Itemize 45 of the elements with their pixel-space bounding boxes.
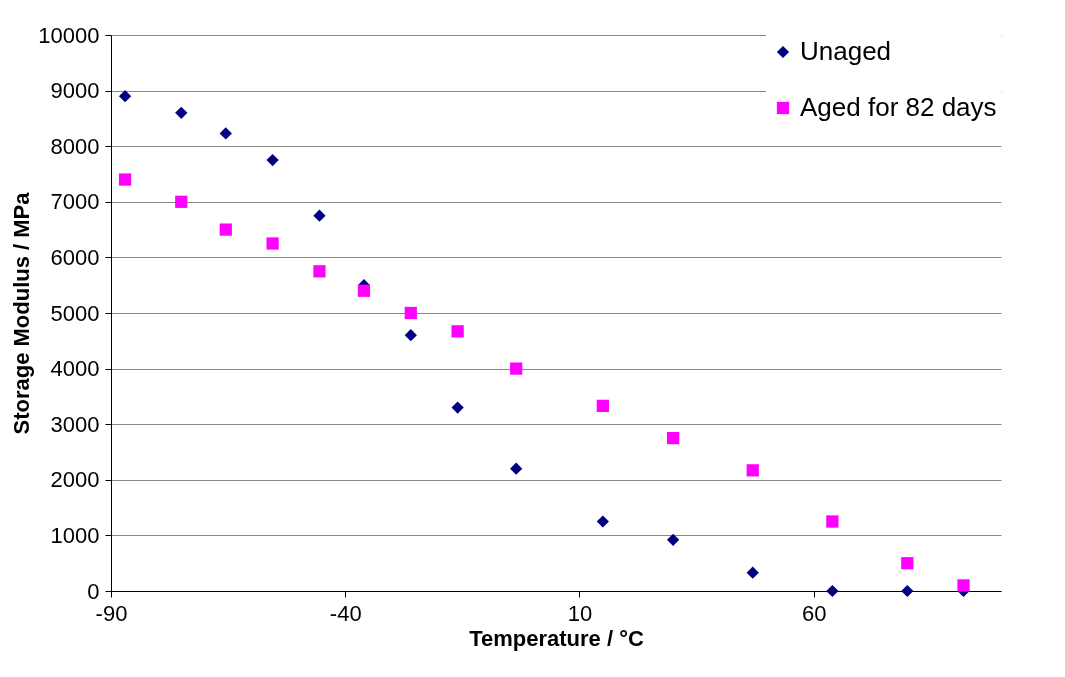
point: [826, 515, 839, 528]
y-tick-label: 4000: [50, 356, 100, 382]
y-tick-label: 7000: [50, 189, 100, 215]
point: [404, 306, 417, 320]
point: [357, 284, 371, 297]
point: [175, 106, 188, 119]
point: [219, 127, 232, 140]
point: [219, 223, 232, 236]
point: [510, 462, 523, 475]
point: [175, 195, 188, 208]
point: [313, 265, 326, 278]
point: [596, 515, 609, 528]
y-tick-label: 1000: [50, 522, 100, 548]
point: [957, 579, 970, 592]
legend-label: Unaged: [800, 36, 892, 66]
y-tick-label: 6000: [50, 244, 100, 270]
point: [746, 566, 759, 579]
legend-label: Aged for 82 days: [800, 92, 997, 122]
x-tick-label: -40: [329, 600, 362, 626]
point: [596, 399, 609, 412]
y-tick-label: 3000: [50, 411, 100, 437]
point: [313, 209, 326, 222]
x-tick-label: 60: [801, 600, 827, 626]
point: [118, 173, 132, 186]
point: [510, 362, 523, 375]
point: [666, 431, 680, 445]
x-tick-label: 10: [567, 600, 593, 626]
y-tick-label: 2000: [50, 467, 100, 493]
point: [266, 237, 279, 250]
point: [826, 584, 839, 598]
point: [451, 401, 464, 414]
point: [404, 329, 417, 342]
x-axis-title: Temperature / °C: [469, 625, 644, 651]
point: [118, 90, 132, 103]
y-tick-label: 9000: [50, 78, 100, 104]
point: [451, 325, 464, 338]
point: [901, 584, 914, 598]
y-tick-label: 5000: [50, 300, 100, 326]
point: [666, 533, 680, 546]
y-tick-label: 8000: [50, 133, 100, 159]
point: [746, 464, 759, 477]
y-tick-label: 10000: [38, 22, 100, 48]
point: [901, 557, 914, 570]
point: [266, 153, 279, 167]
y-axis-title: Storage Modulus / MPa: [9, 191, 35, 435]
